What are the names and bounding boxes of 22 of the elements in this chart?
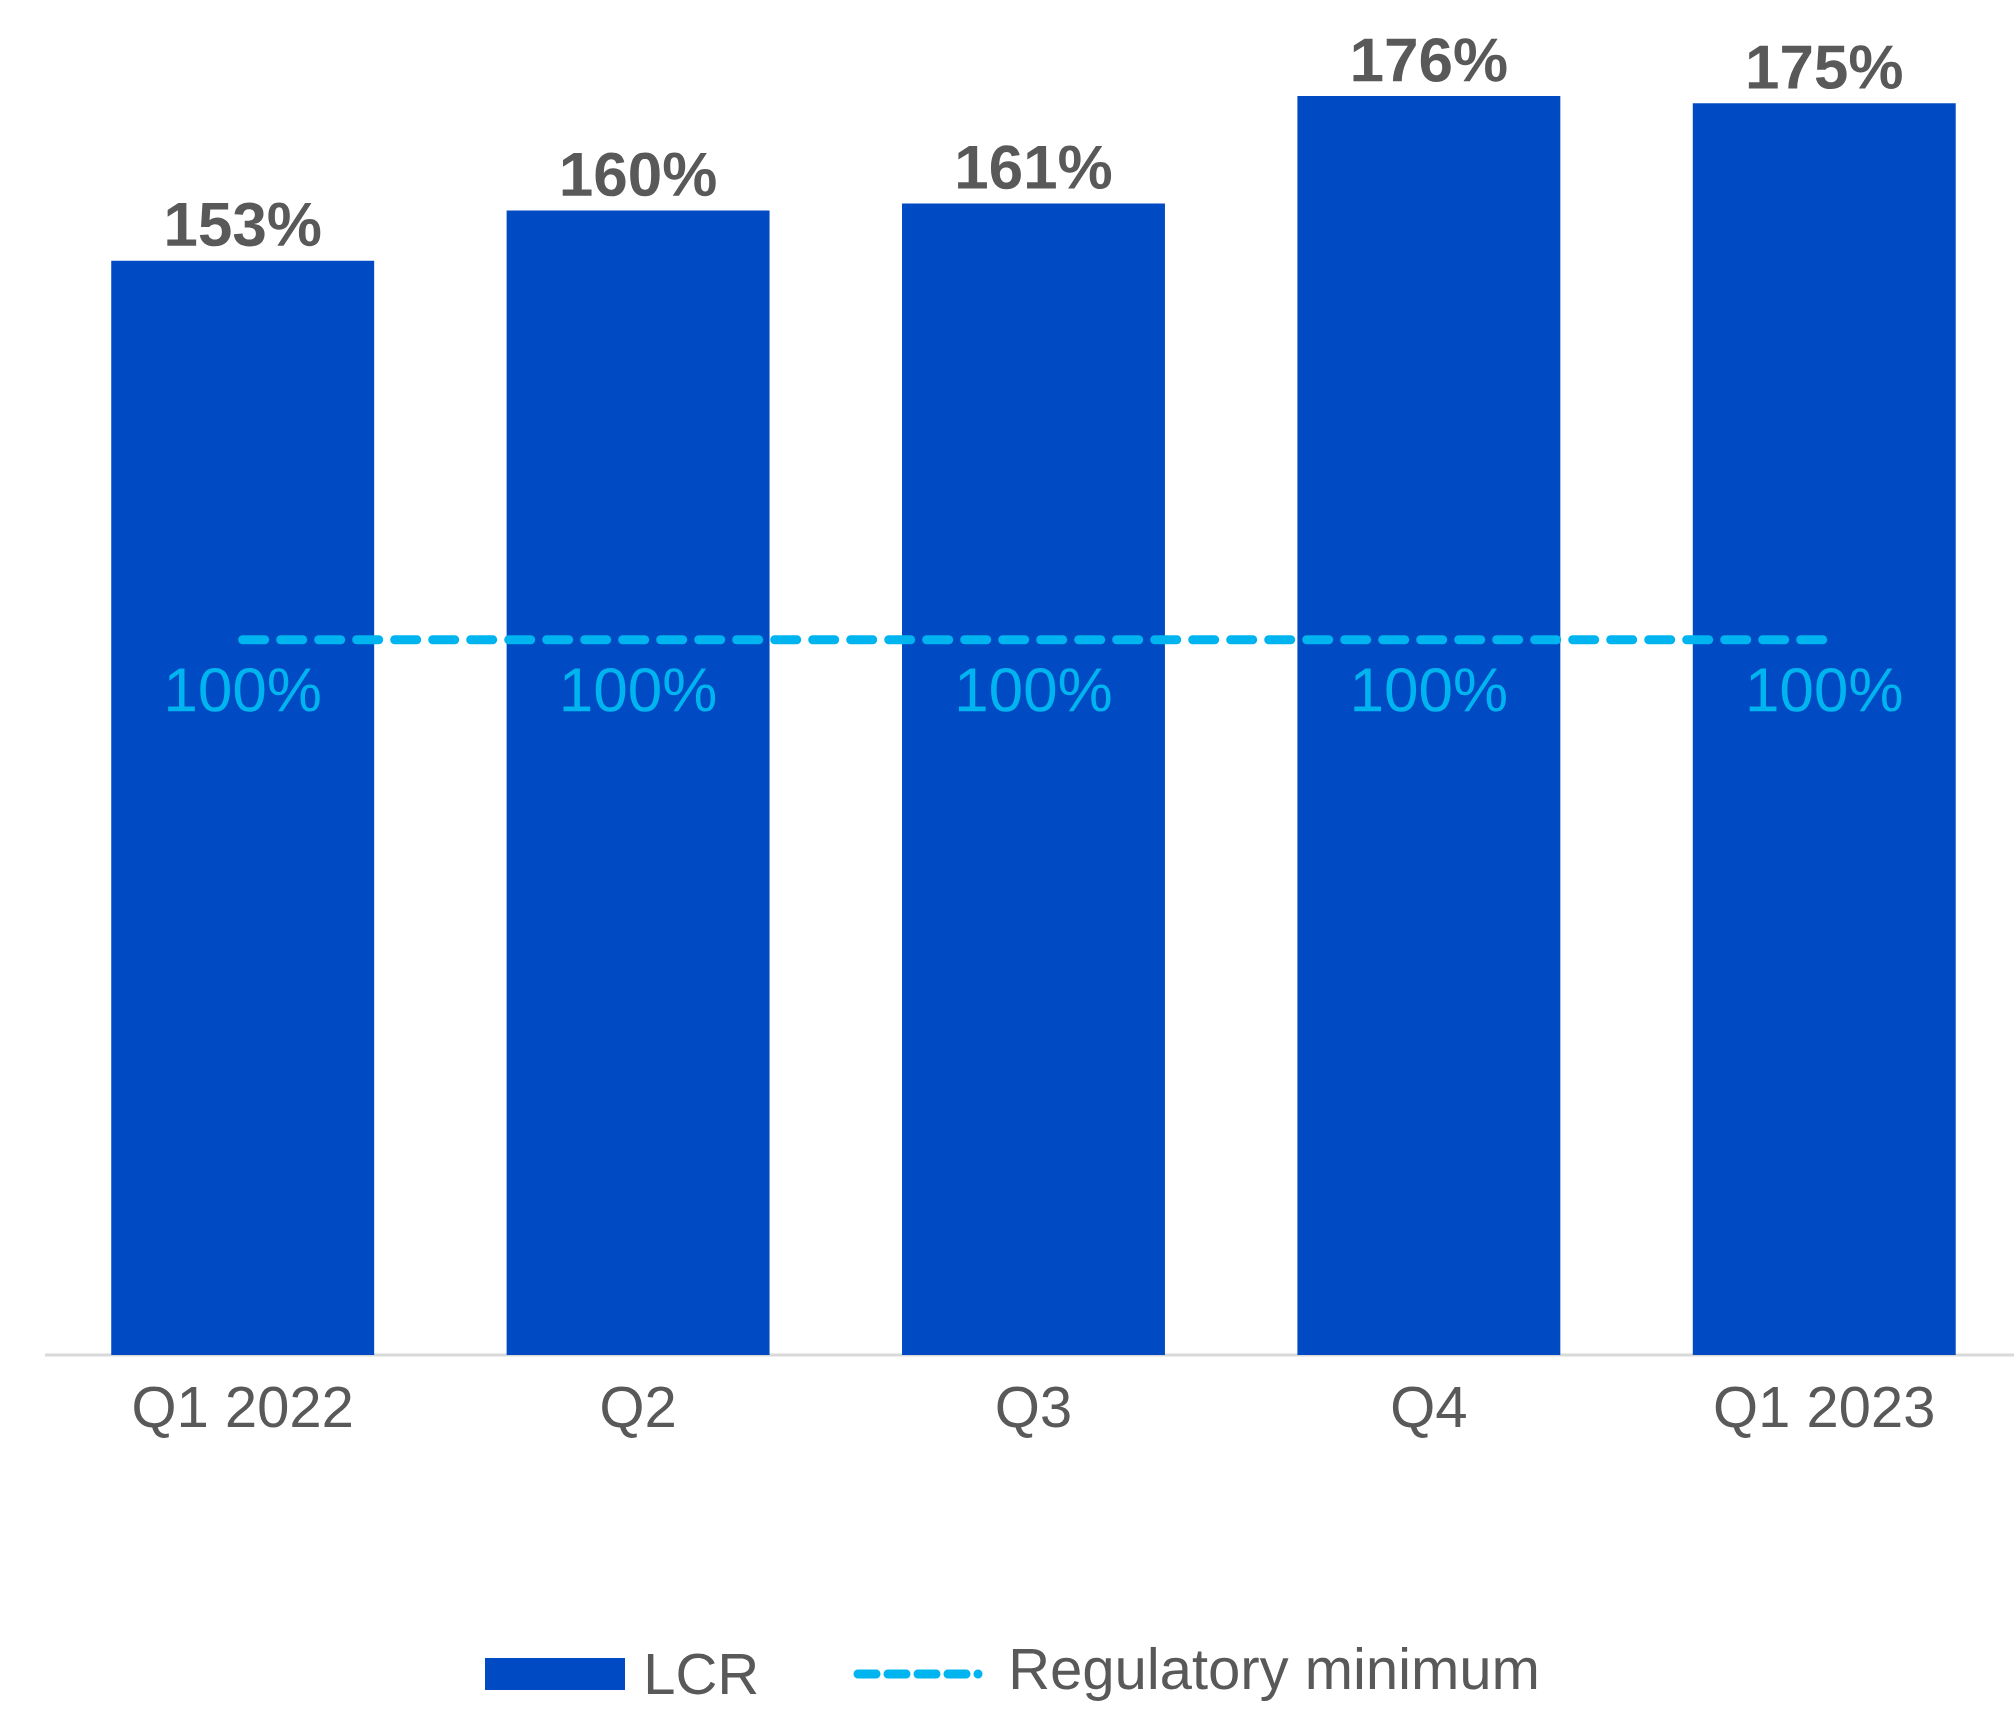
data-label: 161% <box>958 145 1112 190</box>
data-label: 153% <box>167 202 321 247</box>
bar <box>1297 96 1561 1355</box>
data-label: 100% <box>1749 667 1902 712</box>
data-label: 160% <box>562 152 716 197</box>
bar <box>902 203 1165 1355</box>
legend-label: Regulatory minimum <box>1012 1646 1537 1702</box>
data-label: 175% <box>1748 45 1902 90</box>
data-label: 100% <box>958 667 1111 712</box>
data-label: 100% <box>1354 667 1506 712</box>
x-tick-label: Q2 <box>602 1386 674 1438</box>
bar <box>506 210 770 1355</box>
x-tick-label: Q4 <box>1392 1386 1466 1438</box>
legend-label: LCR <box>647 1653 757 1695</box>
x-tick-label: Q1 2022 <box>134 1386 351 1438</box>
x-tick-label: Q1 2023 <box>1715 1386 1933 1438</box>
x-tick-label: Q3 <box>997 1386 1070 1438</box>
data-label: 100% <box>563 667 716 712</box>
bar <box>1692 103 1956 1355</box>
data-label: 100% <box>168 667 320 712</box>
data-label: 176% <box>1353 38 1507 82</box>
bar <box>111 260 375 1355</box>
